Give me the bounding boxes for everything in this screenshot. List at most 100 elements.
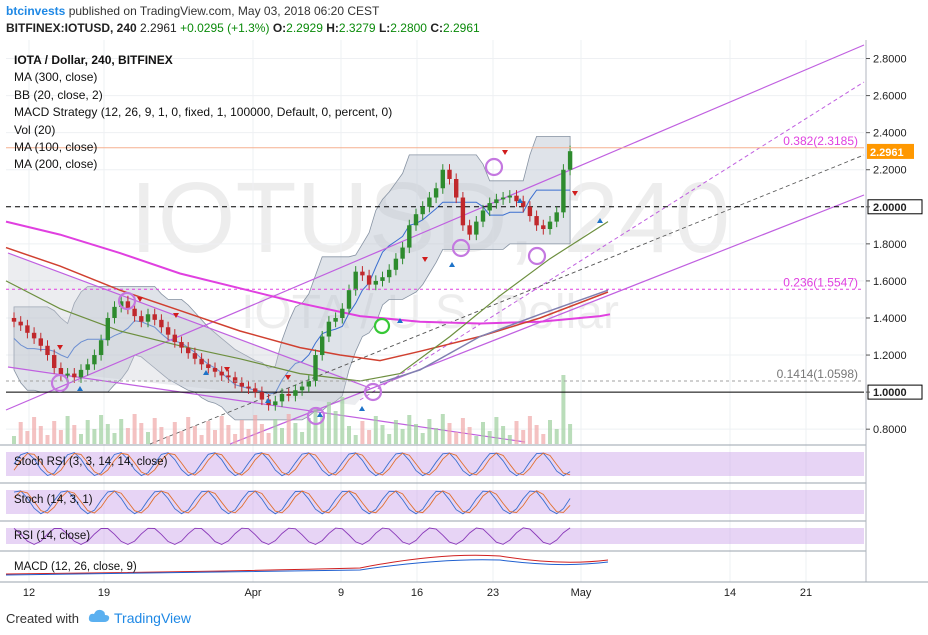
candle-body <box>480 210 486 222</box>
volume-bar <box>367 430 372 444</box>
candle-body <box>340 308 345 318</box>
time-tick-label: 14 <box>724 587 736 599</box>
fib-label: 0.236(1.5547) <box>783 275 858 289</box>
candle-body <box>313 355 318 381</box>
price-tick-label: 1.6000 <box>873 276 907 288</box>
candle-body <box>454 178 459 198</box>
pane-band <box>6 490 864 514</box>
low-label: L: <box>378 21 391 35</box>
volume-bar <box>568 424 573 444</box>
stoch-rsi-label[interactable]: Stoch RSI (3, 3, 14, 14, close) <box>14 456 168 468</box>
candle-body <box>293 390 298 396</box>
sell-arrow <box>502 150 508 155</box>
current-price-label: 2.2961 <box>870 147 904 159</box>
fib-label: 0.382(2.3185) <box>783 134 858 148</box>
candle-body <box>273 401 278 406</box>
candle-body <box>25 325 30 333</box>
volume-bar <box>146 432 150 444</box>
volume-bar <box>38 426 43 444</box>
legend-study[interactable]: MACD Strategy (12, 26, 9, 1, 0, fixed, 1… <box>14 105 393 120</box>
cloud-icon <box>88 609 110 622</box>
volume-bar <box>414 424 418 444</box>
volume-bar <box>393 420 398 444</box>
buy-arrow <box>317 412 323 417</box>
volume-bar <box>172 422 177 444</box>
open-value: 2.2929 <box>286 21 323 35</box>
tradingview-brand: TradingView <box>114 610 192 626</box>
high-label: H: <box>326 21 339 35</box>
macd-label[interactable]: MACD (12, 26, close, 9) <box>14 561 137 573</box>
volume-bar <box>213 430 217 444</box>
candle-body <box>139 316 144 322</box>
candle-body <box>353 271 358 291</box>
volume-bar <box>481 422 485 444</box>
price-tick-label: 2.8000 <box>873 54 907 66</box>
pane-line-d <box>13 490 571 514</box>
volume-bar <box>159 427 164 444</box>
volume-bar <box>92 429 97 444</box>
candle-body <box>346 290 352 309</box>
ma300-line <box>5 220 611 325</box>
candle-body <box>98 340 104 356</box>
candle-body <box>407 225 412 248</box>
sell-arrow <box>572 191 578 196</box>
volume-bar <box>460 418 465 444</box>
sell-arrow <box>422 257 428 262</box>
tradingview-logo[interactable]: TradingView <box>88 609 191 626</box>
macd-signal-line <box>5 559 609 576</box>
candle-body <box>105 317 110 341</box>
author-name[interactable]: btcinvests <box>6 4 66 18</box>
candle-body <box>393 258 399 270</box>
price-tick-label: 1.2000 <box>873 350 907 362</box>
volume-bar <box>45 435 50 444</box>
volume-bar <box>541 434 546 444</box>
volume-bar <box>32 417 37 444</box>
legend-study[interactable]: MA (200, close) <box>14 157 98 172</box>
candle-body <box>78 369 84 378</box>
candle-body <box>447 169 452 179</box>
candle-body <box>239 382 244 387</box>
volume-bar <box>340 397 345 444</box>
volume-bar <box>447 423 452 444</box>
candle-body <box>567 151 573 170</box>
candle-body <box>514 195 519 202</box>
stoch-label[interactable]: Stoch (14, 3, 1) <box>14 494 93 506</box>
study-legend: IOTA / Dollar, 240, BITFINEX MA (300, cl… <box>14 52 392 174</box>
legend-study[interactable]: Vol (20) <box>14 122 56 137</box>
candle-body <box>366 275 372 285</box>
candle-body <box>31 332 37 339</box>
price-tick-label: 1.8000 <box>873 239 907 251</box>
buy-arrow <box>265 398 271 403</box>
candle-body <box>360 271 365 276</box>
volume-bar <box>119 419 124 444</box>
high-value: 2.3279 <box>338 21 376 35</box>
rsi-line <box>13 527 571 545</box>
candle-body <box>186 347 191 354</box>
volume-bar <box>12 436 16 444</box>
candle-body <box>145 314 151 322</box>
candle-body <box>387 269 392 278</box>
legend-study[interactable]: BB (20, close, 2) <box>14 87 103 102</box>
candle-body <box>165 327 171 335</box>
signal-circle <box>363 382 383 402</box>
pane-line-k <box>13 490 571 515</box>
candle-body <box>112 306 117 318</box>
candle-body <box>132 308 137 317</box>
volume-bar <box>347 426 351 444</box>
volume-bar <box>286 414 291 444</box>
legend-study[interactable]: MA (100, close) <box>14 140 98 155</box>
volume-bar <box>434 428 439 444</box>
candle-body <box>554 212 559 222</box>
signal-circle <box>306 406 326 426</box>
sell-arrow <box>285 375 291 380</box>
candle-body <box>561 169 566 213</box>
volume-bar <box>152 418 157 444</box>
rsi-label[interactable]: RSI (14, close) <box>14 530 91 542</box>
volume-bar <box>387 434 392 444</box>
candle-body <box>474 221 479 235</box>
sell-arrow <box>224 367 230 372</box>
legend-study[interactable]: MA (300, close) <box>14 70 98 85</box>
price-tick-label: 1.0000 <box>873 387 907 399</box>
time-tick-label: 19 <box>98 587 110 599</box>
candle-body <box>58 368 64 376</box>
